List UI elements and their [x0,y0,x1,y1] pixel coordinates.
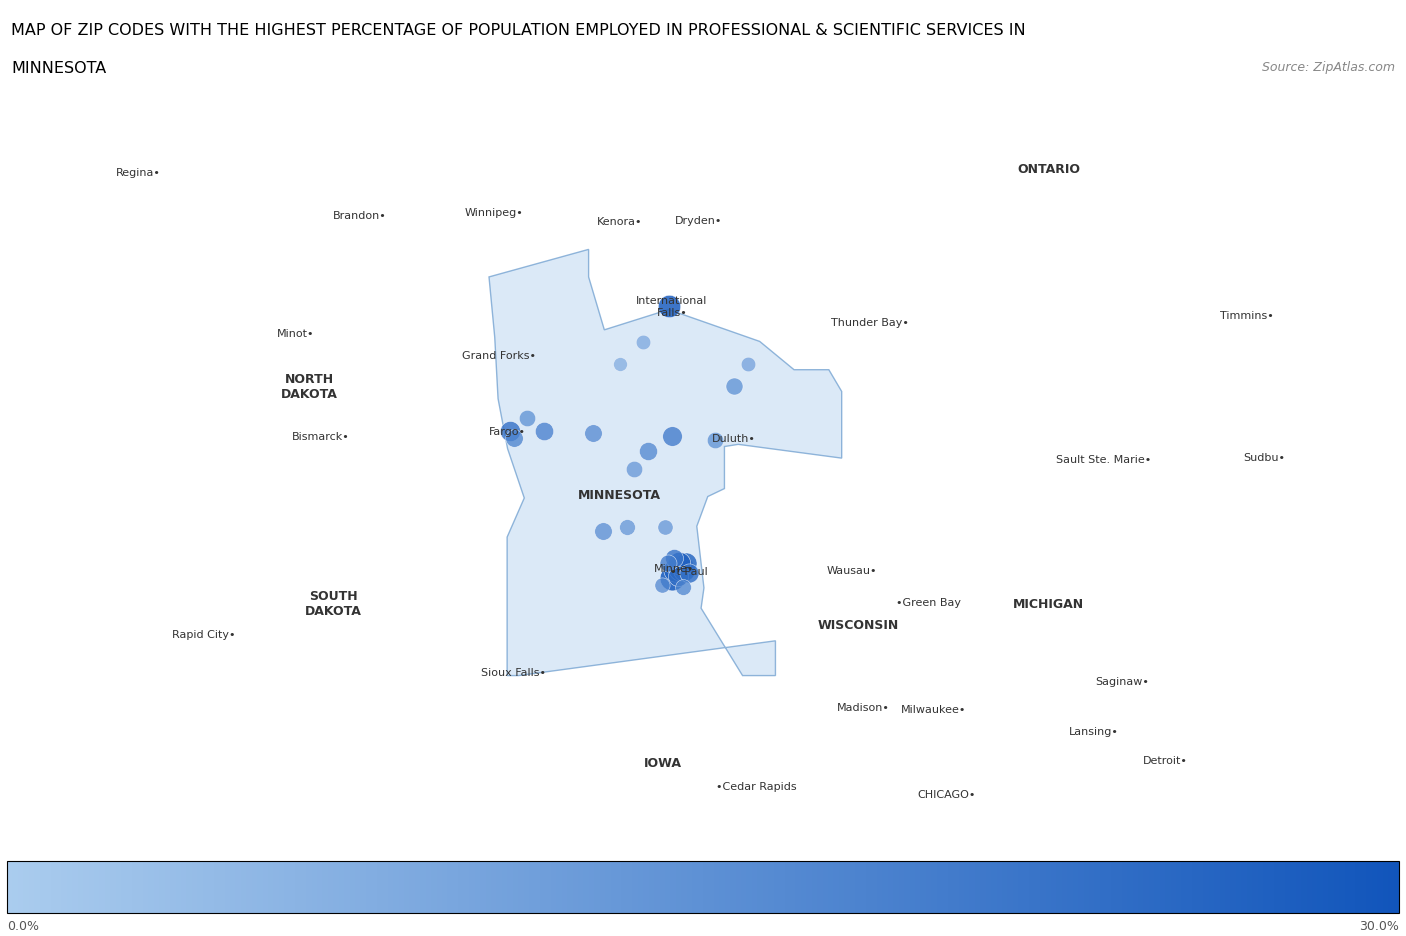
Point [666,568,689,583]
Text: Detroit•: Detroit• [1143,755,1188,766]
Text: Kenora•: Kenora• [598,217,643,227]
Text: Milwaukee•: Milwaukee• [901,704,966,714]
Point [592,523,614,538]
Text: 30.0%: 30.0% [1360,919,1399,932]
Point [664,563,686,578]
Text: Grand Forks•: Grand Forks• [463,351,536,360]
Text: Madison•: Madison• [837,702,890,712]
Point [651,578,673,592]
Text: Minne•: Minne• [654,563,695,574]
Text: Regina•: Regina• [115,168,160,178]
Point [661,571,683,586]
Point [633,335,655,350]
Text: MAP OF ZIP CODES WITH THE HIGHEST PERCENTAGE OF POPULATION EMPLOYED IN PROFESSIO: MAP OF ZIP CODES WITH THE HIGHEST PERCEN… [11,23,1026,38]
Text: Rapid City•: Rapid City• [173,629,236,639]
Text: Thunder Bay•: Thunder Bay• [831,317,910,328]
Text: MICHIGAN: MICHIGAN [1012,597,1084,610]
Text: MINNESOTA: MINNESOTA [11,61,107,76]
Point [654,519,676,534]
Point [703,433,725,448]
Text: Duluth•: Duluth• [711,433,756,444]
Point [671,580,693,595]
Text: Wausau•: Wausau• [827,565,877,575]
Point [516,411,538,426]
Point [499,424,522,439]
Text: Timmins•: Timmins• [1220,311,1274,321]
Point [637,444,659,459]
Polygon shape [489,250,842,676]
Text: •Green Bay: •Green Bay [896,597,960,607]
Point [661,430,683,445]
Text: Bismarck•: Bismarck• [291,431,349,441]
Text: Sault Ste. Marie•: Sault Ste. Marie• [1056,454,1152,464]
Text: Saginaw•: Saginaw• [1095,677,1149,687]
Point [609,357,631,372]
Text: •Cedar Rapids: •Cedar Rapids [716,781,796,791]
Text: MINNESOTA: MINNESOTA [578,489,661,502]
Text: 0.0%: 0.0% [7,919,39,932]
Point [723,379,745,394]
Text: Minot•: Minot• [277,329,315,339]
Text: International
Falls•: International Falls• [637,296,707,317]
Point [657,556,679,571]
Point [675,556,697,571]
Point [737,357,759,372]
Point [502,431,524,446]
Text: Sioux Falls•: Sioux Falls• [481,667,546,678]
Point [582,426,605,441]
Point [678,565,700,580]
Point [672,563,695,578]
Text: ONTARIO: ONTARIO [1017,163,1080,176]
Text: •t Paul: •t Paul [669,566,707,577]
Text: NORTH
DAKOTA: NORTH DAKOTA [281,373,339,401]
Point [664,551,686,566]
Text: Dryden•: Dryden• [675,216,723,227]
Text: Sudbu•: Sudbu• [1243,452,1285,462]
Text: CHICAGO•: CHICAGO• [918,789,976,799]
Point [668,556,690,571]
Point [658,300,681,314]
Text: Source: ZipAtlas.com: Source: ZipAtlas.com [1261,61,1395,74]
Text: Brandon•: Brandon• [333,212,387,221]
Text: Winnipeg•: Winnipeg• [465,208,523,217]
Point [669,562,692,577]
Point [623,462,645,477]
Text: Fargo•: Fargo• [489,426,526,436]
Text: WISCONSIN: WISCONSIN [817,619,898,632]
Text: IOWA: IOWA [644,756,682,769]
Text: SOUTH
DAKOTA: SOUTH DAKOTA [305,590,363,618]
Point [616,519,638,534]
Point [533,424,555,439]
Text: Lansing•: Lansing• [1069,726,1119,737]
